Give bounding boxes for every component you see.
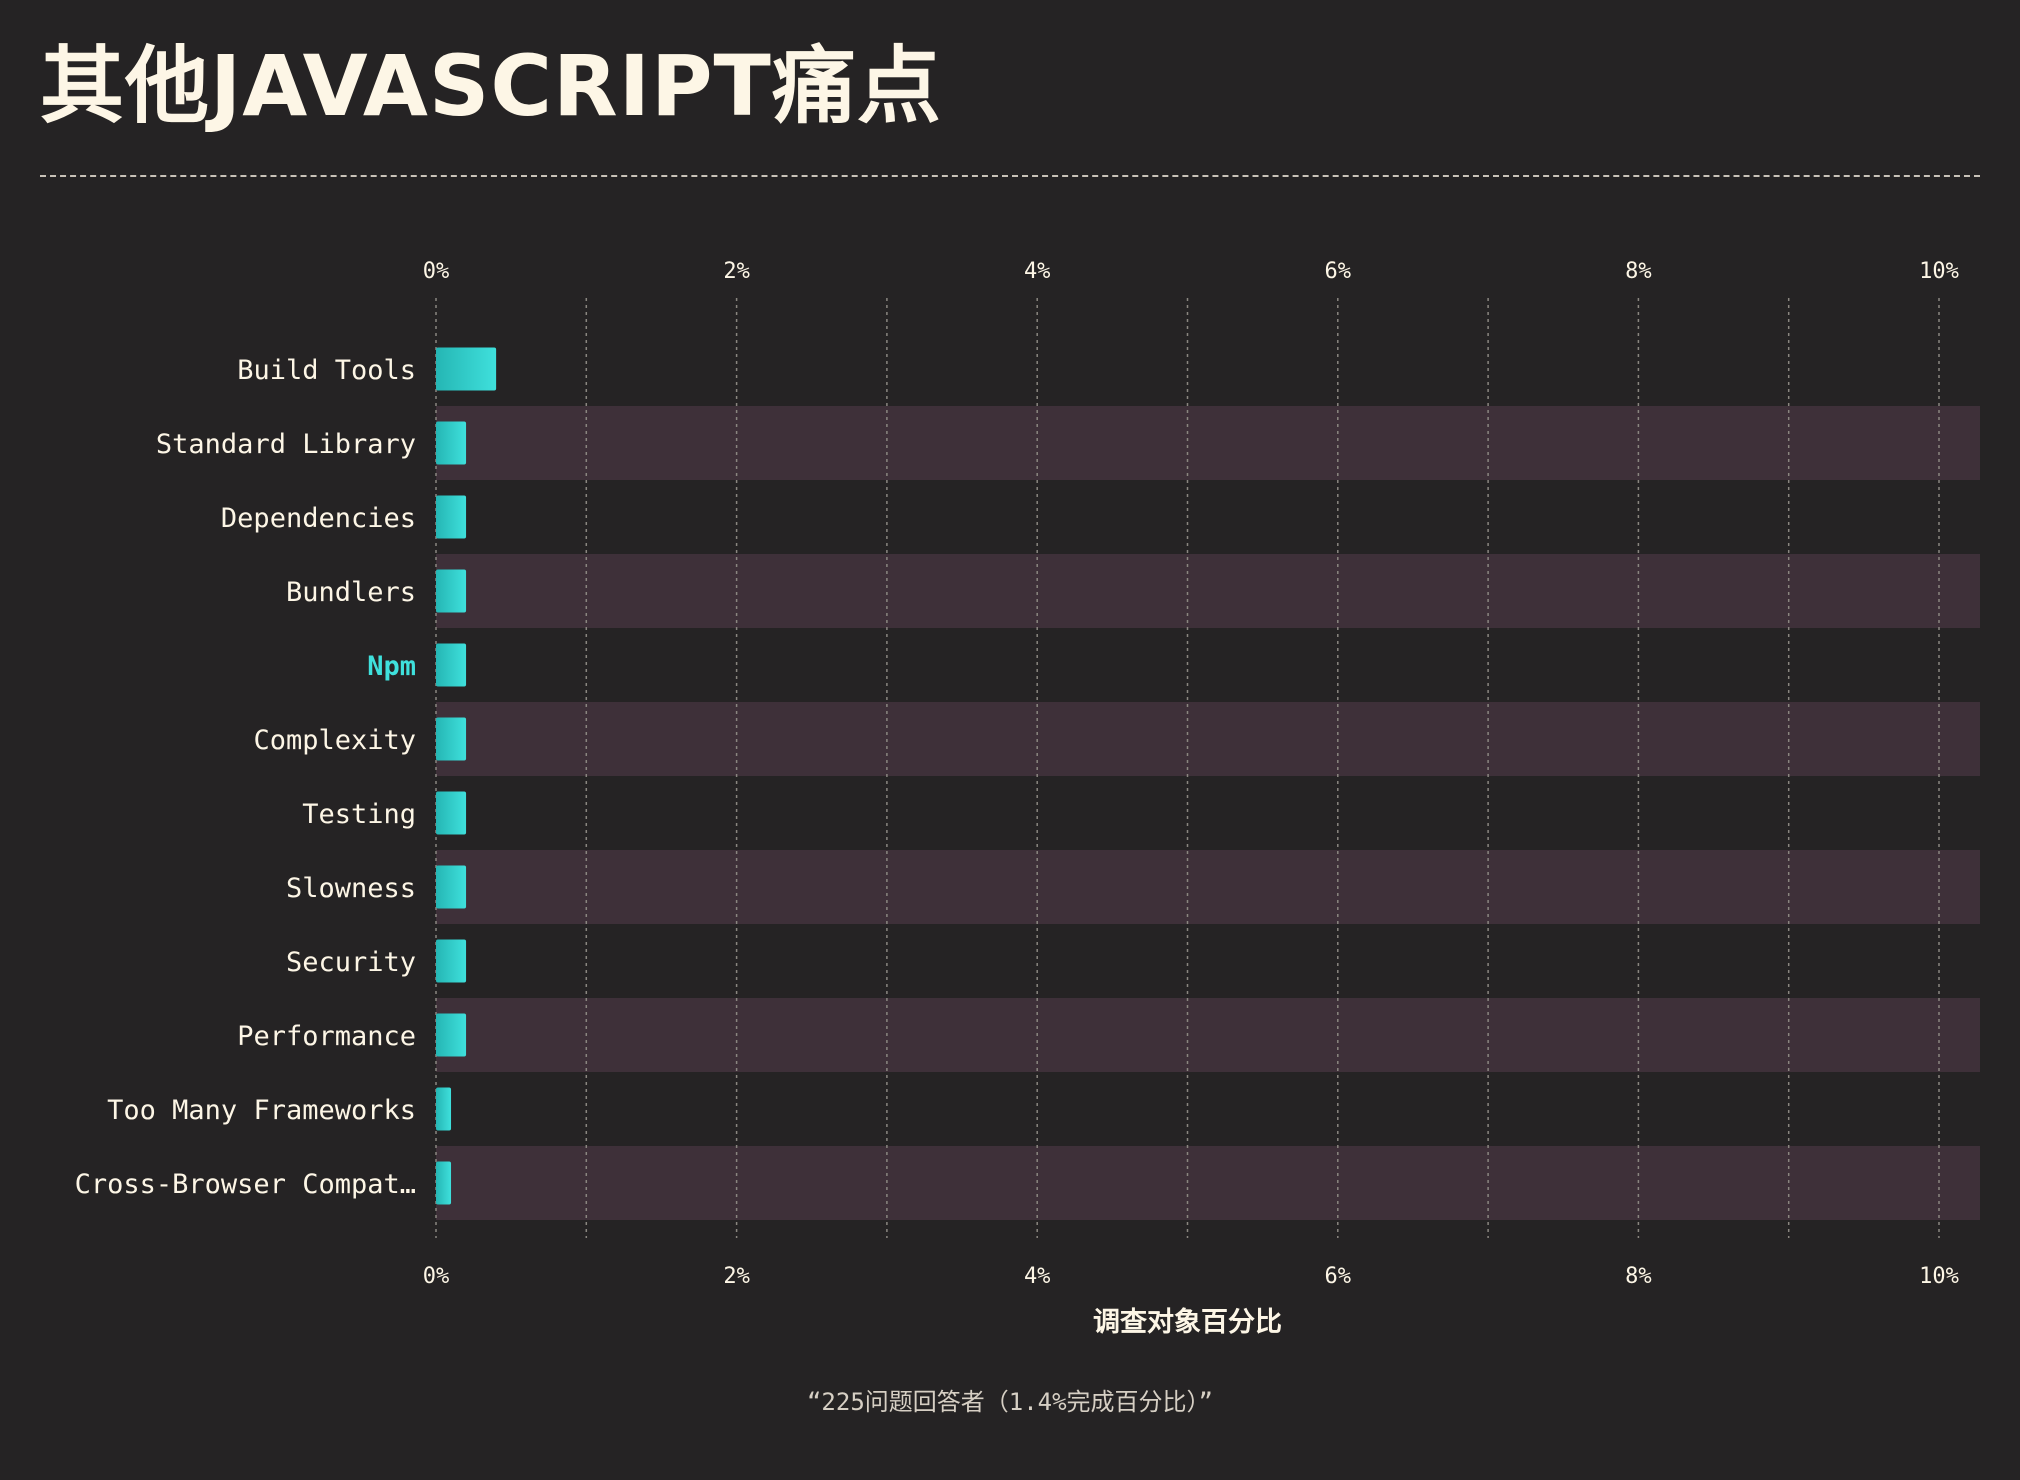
row-stripe	[436, 406, 1980, 480]
bar	[436, 865, 467, 909]
bar	[436, 791, 467, 835]
x-tick-label-bottom: 10%	[1919, 1264, 1959, 1289]
category-label: Build Tools	[237, 355, 416, 386]
bar	[436, 569, 467, 613]
bar	[436, 421, 467, 465]
bar	[436, 495, 467, 539]
category-label: Dependencies	[221, 503, 416, 534]
row-stripe	[436, 554, 1980, 628]
x-tick-label-top: 6%	[1325, 259, 1352, 284]
category-label: Bundlers	[286, 577, 416, 608]
category-label: Testing	[302, 799, 416, 830]
row-stripe	[436, 702, 1980, 776]
category-label: Npm	[367, 651, 416, 682]
x-tick-label-top: 10%	[1919, 259, 1959, 284]
respondents-note: “225问题回答者（1.4%完成百分比）”	[806, 1388, 1214, 1416]
x-tick-label-top: 0%	[423, 259, 450, 284]
x-tick-label-bottom: 0%	[423, 1264, 450, 1289]
category-label: Cross-Browser Compat…	[75, 1169, 416, 1200]
page-title: 其他JAVASCRIPT痛点	[40, 37, 942, 135]
row-stripe	[436, 1146, 1980, 1220]
title-divider	[40, 175, 1980, 177]
bar	[436, 939, 467, 983]
category-label: Performance	[237, 1021, 416, 1052]
bar	[436, 1161, 452, 1205]
x-axis-title: 调查对象百分比	[1093, 1307, 1282, 1338]
x-tick-label-bottom: 8%	[1625, 1264, 1652, 1289]
x-tick-label-bottom: 2%	[723, 1264, 750, 1289]
x-tick-label-bottom: 4%	[1024, 1264, 1051, 1289]
category-label: Standard Library	[156, 429, 416, 460]
bar	[436, 643, 467, 687]
bar	[436, 717, 467, 761]
bar	[436, 1087, 452, 1131]
row-stripe	[436, 850, 1980, 924]
bar	[436, 347, 497, 391]
x-tick-label-top: 4%	[1024, 259, 1051, 284]
bar	[436, 1013, 467, 1057]
category-label: Complexity	[253, 725, 416, 756]
category-label: Slowness	[286, 873, 416, 904]
category-label: Too Many Frameworks	[107, 1095, 416, 1126]
x-tick-label-top: 2%	[723, 259, 750, 284]
row-stripe	[436, 998, 1980, 1072]
x-tick-label-top: 8%	[1625, 259, 1652, 284]
x-tick-label-bottom: 6%	[1325, 1264, 1352, 1289]
category-label: Security	[286, 947, 416, 978]
